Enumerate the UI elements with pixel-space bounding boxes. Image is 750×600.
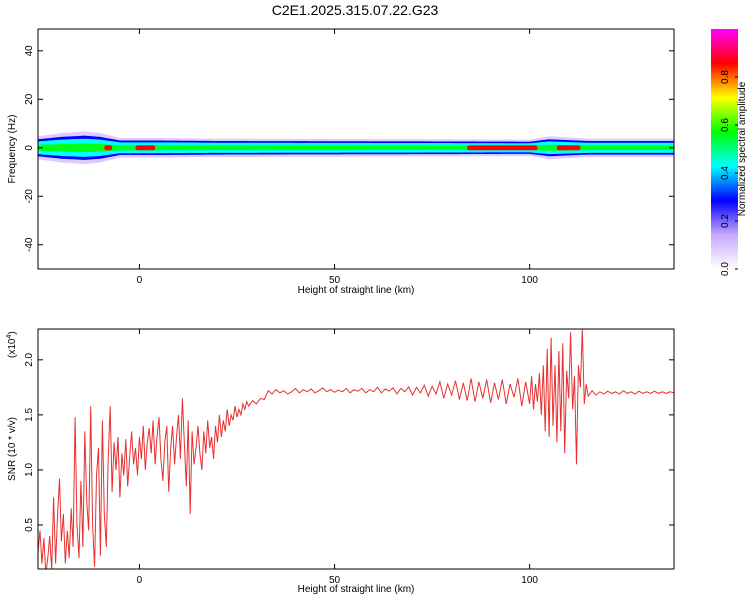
spectrogram-peak [135,145,156,151]
y-tick-label: 0.5 [24,518,35,532]
snr-panel: 0 50 100 0.5 1.0 1.5 2.0 Height of straight li… [6,328,675,595]
spectrogram-peak [556,145,581,151]
spectrogram-panel: 0 50 100 40 20 0 -20 -40 Height of straight lin… [7,28,675,296]
colorbar: 0.0 0.2 0.4 0.6 0.8 Normalized spectral ampl… [711,29,748,276]
snr-axes: 0 50 100 0.5 1.0 1.5 2.0 [24,329,674,586]
spectrogram-heatmap [38,131,674,165]
colorbar-gradient [711,29,738,269]
x-tick-label: 50 [329,575,341,586]
colorbar-tick-label: 0.8 [720,70,731,84]
x-tick-label: 100 [521,275,538,286]
y-tick-label: 40 [24,45,35,57]
y-tick-label: 1.0 [24,463,35,477]
spectrogram-axes: 0 50 100 40 20 0 -20 -40 [24,29,674,286]
y-tick-label: -20 [24,189,35,204]
spectrogram-y-axis-label: Frequency (Hz) [7,115,18,184]
spectrogram-peak [467,145,538,151]
snr-y-axis-label: SNR (10 * v/v) [7,417,18,481]
y-tick-label: 20 [24,93,35,105]
colorbar-ticks: 0.0 0.2 0.4 0.6 0.8 [720,70,738,276]
colorbar-tick-label: 0.2 [720,214,731,228]
x-tick-label: 0 [137,275,143,286]
snr-frame [37,328,675,570]
y-tick-label: 0 [24,145,35,151]
colorbar-tick-label: 0.4 [720,166,731,180]
spectrogram-x-axis-label: Height of straight line (km) [298,285,415,296]
snr-series-line [38,329,674,569]
colorbar-tick-label: 0.6 [720,118,731,132]
figure-title: C2E1.2025.315.07.22.G23 [272,2,439,18]
x-tick-label: 0 [137,575,143,586]
colorbar-label: Normalized spectral amplitude [737,81,748,216]
y-tick-label: -40 [24,237,35,252]
snr-multiplier-label: (x104) [6,331,18,358]
spectrogram-peak [104,145,113,151]
colorbar-tick-label: 0.0 [720,262,731,276]
x-tick-label: 100 [521,575,538,586]
spectrogram-frame [37,28,675,270]
snr-x-axis-label: Height of straight line (km) [298,584,415,595]
y-tick-label: 1.5 [24,407,35,421]
y-tick-label: 2.0 [24,352,35,366]
x-tick-label: 50 [329,275,341,286]
